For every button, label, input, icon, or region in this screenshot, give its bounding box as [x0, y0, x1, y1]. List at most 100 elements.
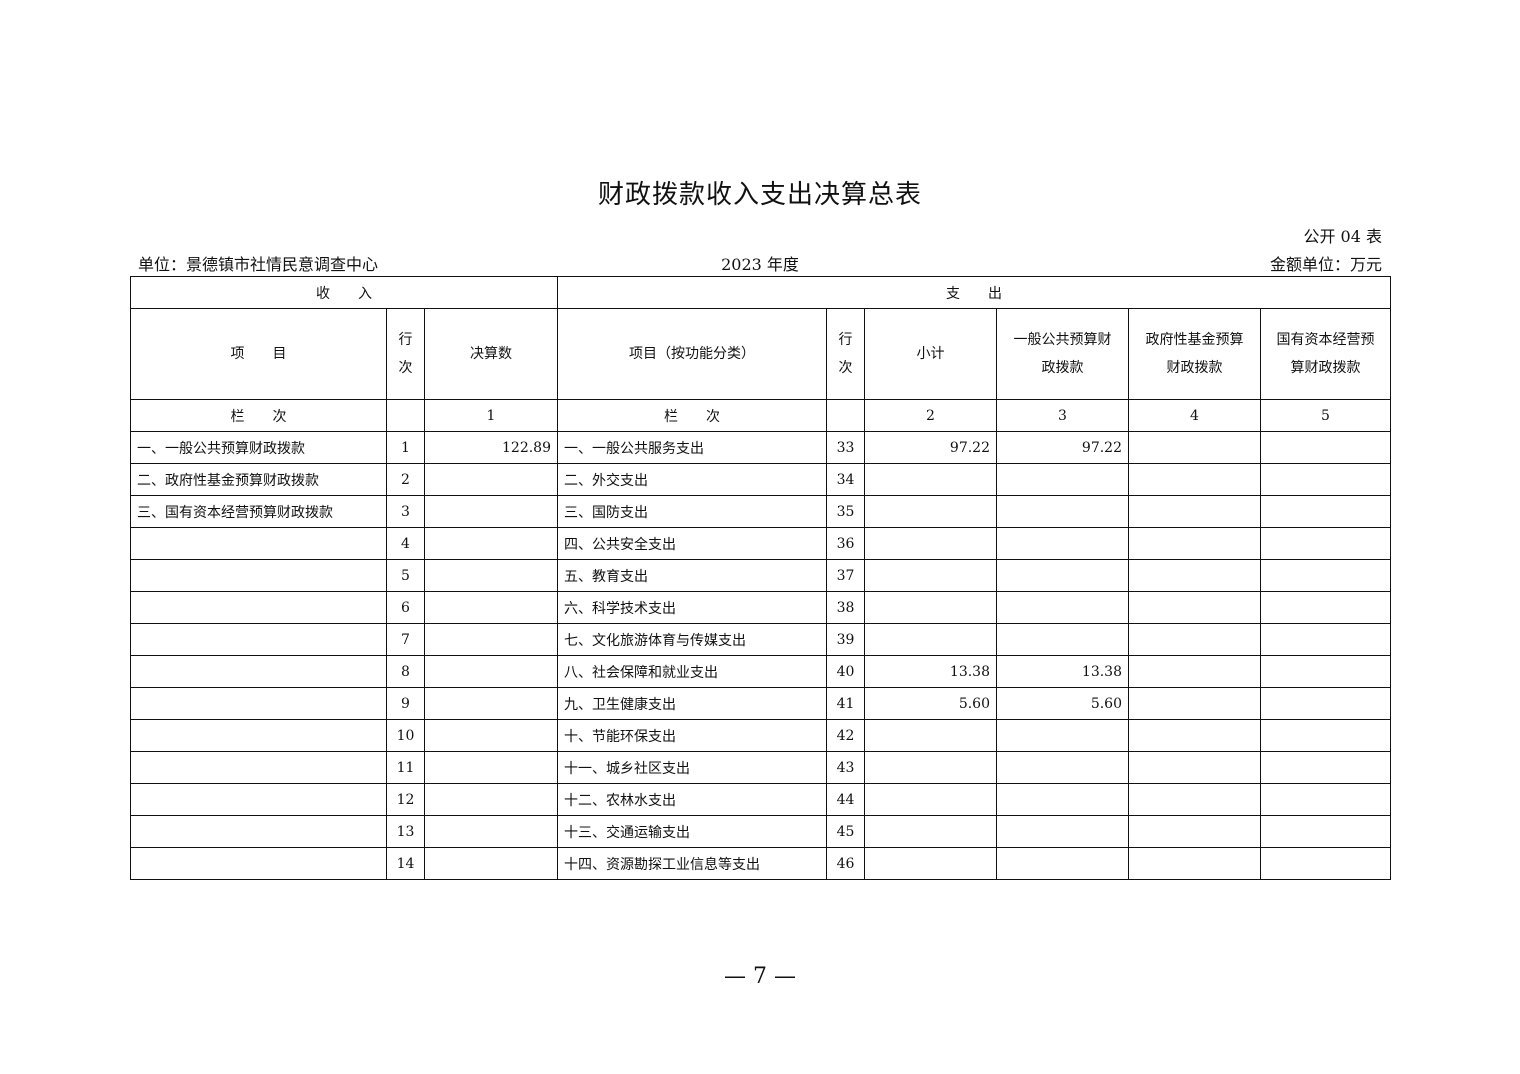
- cell-fund: [1128, 431, 1261, 464]
- cell-in-amt: [424, 655, 558, 688]
- cell-sub: [864, 783, 997, 816]
- cell-in-item: [130, 527, 387, 560]
- cell-cap: [1260, 847, 1391, 880]
- item-header: 项 目: [130, 308, 387, 400]
- cell-cap: [1260, 527, 1391, 560]
- fiscal-year: 2023 年度: [721, 255, 799, 274]
- cell-sub: [864, 751, 997, 784]
- cell-in-no: 12: [386, 783, 425, 816]
- cell-in-amt: [424, 495, 558, 528]
- cell-in-no: 6: [386, 591, 425, 624]
- unit-label: 单位：景德镇市社情民意调查中心: [138, 255, 379, 274]
- cell-gen: [996, 751, 1129, 784]
- cell-sub: 13.38: [864, 655, 997, 688]
- cell-in-amt: [424, 463, 558, 496]
- cell-fund: [1128, 463, 1261, 496]
- income-header: 收 入: [130, 276, 558, 309]
- cell-out-no: 36: [826, 527, 865, 560]
- col-index: 3: [996, 399, 1129, 432]
- col-index: 5: [1260, 399, 1391, 432]
- cell-gen: [996, 847, 1129, 880]
- table-row: 14 十四、资源勘探工业信息等支出 46: [130, 847, 1391, 880]
- row-no-header: 行次: [386, 308, 425, 400]
- cell-cap: [1260, 591, 1391, 624]
- cell-cap: [1260, 431, 1391, 464]
- cell-out-no: 40: [826, 655, 865, 688]
- cell-in-amt: 122.89: [424, 431, 558, 464]
- table-row: 一、一般公共预算财政拨款 1 122.89 一、一般公共服务支出 33 97.22 97.2…: [130, 431, 1391, 464]
- page-number: — 7 —: [724, 964, 796, 989]
- table-row: 8 八、社会保障和就业支出 40 13.38 13.38: [130, 655, 1391, 688]
- cell-cap: [1260, 655, 1391, 688]
- cell-gen: [996, 527, 1129, 560]
- cell-in-item: [130, 751, 387, 784]
- cell-gen: [996, 495, 1129, 528]
- table-row: 7 七、文化旅游体育与传媒支出 39: [130, 623, 1391, 656]
- currency-unit: 金额单位：万元: [1269, 255, 1382, 274]
- page-title: 财政拨款收入支出决算总表: [597, 180, 922, 210]
- table-row: 二、政府性基金预算财政拨款 2 二、外交支出 34: [130, 463, 1391, 496]
- table-row: 12 十二、农林水支出 44: [130, 783, 1391, 816]
- cell-cap: [1260, 719, 1391, 752]
- cell-fund: [1128, 495, 1261, 528]
- cell-out-item: 十三、交通运输支出: [557, 815, 827, 848]
- cell-in-item: [130, 719, 387, 752]
- cell-sub: 97.22: [864, 431, 997, 464]
- cell-in-no: 11: [386, 751, 425, 784]
- cell-sub: [864, 847, 997, 880]
- cell-in-no: 8: [386, 655, 425, 688]
- cell-in-no: 10: [386, 719, 425, 752]
- cell-gen: [996, 815, 1129, 848]
- table-row: 5 五、教育支出 37: [130, 559, 1391, 592]
- cell-in-item: 一、一般公共预算财政拨款: [130, 431, 387, 464]
- cell-in-amt: [424, 815, 558, 848]
- cell-in-amt: [424, 687, 558, 720]
- cell-cap: [1260, 751, 1391, 784]
- cell-fund: [1128, 815, 1261, 848]
- cell-out-no: 38: [826, 591, 865, 624]
- cell-cap: [1260, 495, 1391, 528]
- cell-gen: [996, 559, 1129, 592]
- cell-gen: [996, 623, 1129, 656]
- cell-fund: [1128, 655, 1261, 688]
- cell-gen: [996, 591, 1129, 624]
- cell-in-item: [130, 655, 387, 688]
- cell-in-no: 3: [386, 495, 425, 528]
- cell-in-amt: [424, 591, 558, 624]
- table-row: 10 十、节能环保支出 42: [130, 719, 1391, 752]
- cell-out-no: 34: [826, 463, 865, 496]
- cell-in-no: 4: [386, 527, 425, 560]
- cell-out-no: 41: [826, 687, 865, 720]
- cell-in-item: [130, 559, 387, 592]
- cell-cap: [1260, 687, 1391, 720]
- cell-out-item: 十、节能环保支出: [557, 719, 827, 752]
- cell-out-no: 35: [826, 495, 865, 528]
- col-index: 1: [424, 399, 558, 432]
- cell-out-no: 44: [826, 783, 865, 816]
- col-index: 2: [864, 399, 997, 432]
- table-row: 11 十一、城乡社区支出 43: [130, 751, 1391, 784]
- cell-out-no: 33: [826, 431, 865, 464]
- cell-sub: [864, 495, 997, 528]
- appropriation-table: 收 入 支 出 项 目 行次 决算数 项目（按功能分类） 行次 小计 一般公共预…: [130, 276, 1391, 880]
- cell-in-item: [130, 623, 387, 656]
- cell-in-amt: [424, 527, 558, 560]
- empty-cell: [386, 399, 425, 432]
- cell-out-no: 39: [826, 623, 865, 656]
- cell-fund: [1128, 783, 1261, 816]
- cell-out-item: 五、教育支出: [557, 559, 827, 592]
- func-item-header: 项目（按功能分类）: [557, 308, 827, 400]
- cell-out-item: 十四、资源勘探工业信息等支出: [557, 847, 827, 880]
- cell-fund: [1128, 687, 1261, 720]
- cell-out-no: 45: [826, 815, 865, 848]
- expense-header: 支 出: [557, 276, 1391, 309]
- cell-cap: [1260, 559, 1391, 592]
- cell-gen: 13.38: [996, 655, 1129, 688]
- cell-out-no: 37: [826, 559, 865, 592]
- cell-out-item: 九、卫生健康支出: [557, 687, 827, 720]
- cell-fund: [1128, 527, 1261, 560]
- cell-cap: [1260, 463, 1391, 496]
- cell-cap: [1260, 783, 1391, 816]
- cell-in-amt: [424, 719, 558, 752]
- cell-out-no: 42: [826, 719, 865, 752]
